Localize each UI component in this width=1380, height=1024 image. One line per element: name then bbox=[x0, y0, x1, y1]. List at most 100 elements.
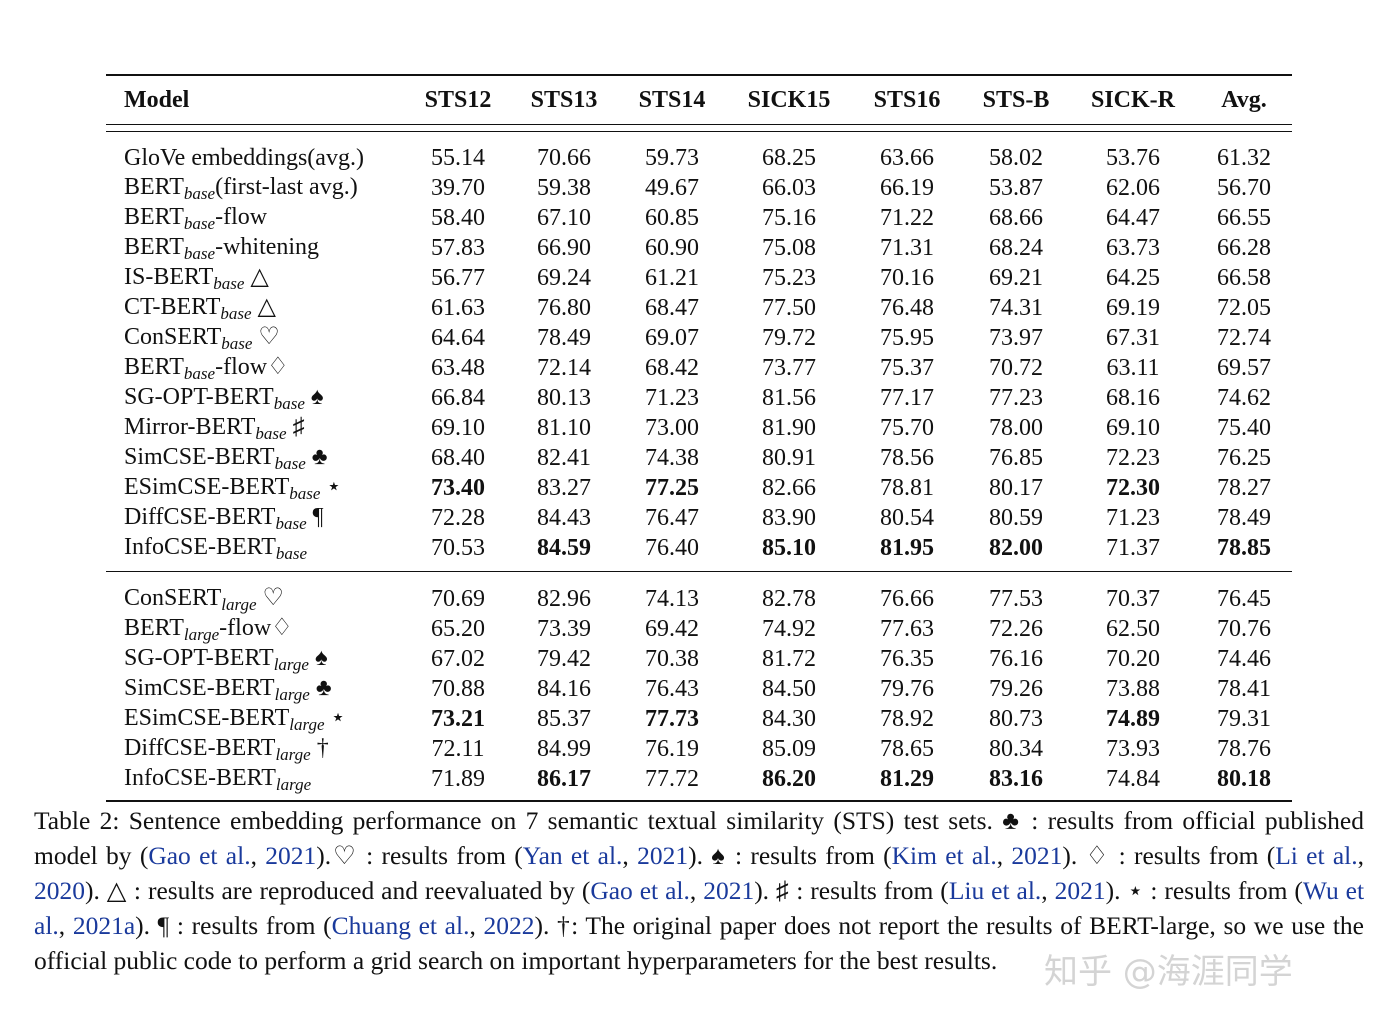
citation-link[interactable]: Wu et al. bbox=[34, 876, 1365, 940]
score: 62.06 bbox=[1106, 174, 1160, 201]
citation-link[interactable]: Gao et al. bbox=[590, 876, 690, 905]
model-name-cell: ConSERTbase ♡ bbox=[106, 323, 406, 353]
score-cell: 70.66 bbox=[510, 144, 618, 173]
header-double-rule bbox=[106, 124, 1292, 132]
citation-link[interactable]: 2021 bbox=[1011, 841, 1063, 870]
score-cell: 61.63 bbox=[406, 293, 510, 323]
score: 74.62 bbox=[1217, 384, 1271, 411]
score: 74.92 bbox=[762, 615, 816, 642]
score: 64.64 bbox=[431, 324, 485, 351]
model-size-subscript: large bbox=[221, 595, 257, 615]
score-cell: 80.54 bbox=[852, 503, 962, 533]
citation-link[interactable]: 2021a bbox=[72, 911, 136, 940]
score: 63.66 bbox=[880, 145, 934, 172]
score-cell: 56.77 bbox=[406, 263, 510, 293]
score-cell: 77.23 bbox=[962, 383, 1070, 413]
citation-link[interactable]: Chuang et al. bbox=[331, 911, 470, 940]
caption-text: ). †: The original paper does not report… bbox=[34, 911, 1364, 975]
citation-link[interactable]: 2021 bbox=[1054, 876, 1106, 905]
score-cell: 66.28 bbox=[1196, 233, 1292, 263]
model-name-cell: BERTbase-whitening bbox=[106, 233, 406, 263]
score: 63.48 bbox=[431, 354, 485, 381]
model-name: BERT bbox=[124, 204, 184, 231]
citation-link[interactable]: 2020 bbox=[34, 876, 85, 905]
score-cell: 84.50 bbox=[726, 674, 852, 704]
best-score: 81.29 bbox=[880, 765, 934, 792]
model-size-subscript: large bbox=[183, 625, 220, 645]
score-cell: 61.32 bbox=[1196, 144, 1292, 173]
score: 66.03 bbox=[762, 174, 816, 201]
citation-link[interactable]: 2021 bbox=[703, 876, 755, 905]
score-cell: 63.48 bbox=[406, 353, 510, 383]
score: 67.31 bbox=[1106, 324, 1160, 351]
model-size-subscript: large bbox=[273, 655, 309, 675]
model-name: SimCSE-BERT bbox=[124, 675, 275, 702]
score-cell: 70.88 bbox=[406, 674, 510, 704]
citation-link[interactable]: Gao et al. bbox=[148, 841, 251, 870]
table-row: InfoCSE-BERTbase 70.53 84.59 76.40 85.10 81.9… bbox=[106, 533, 1292, 563]
best-score: 74.89 bbox=[1106, 705, 1160, 732]
score: 76.19 bbox=[645, 735, 699, 762]
citation-link[interactable]: 2022 bbox=[483, 911, 535, 940]
score-cell: 68.24 bbox=[962, 233, 1070, 263]
best-score: 84.59 bbox=[537, 534, 591, 561]
table-body: GloVe embeddings(avg.) 55.14 70.66 59.73 68.… bbox=[106, 124, 1292, 803]
score: 61.63 bbox=[431, 294, 485, 321]
score: 56.77 bbox=[431, 264, 485, 291]
caption-text: , bbox=[996, 841, 1012, 870]
score-cell: 80.91 bbox=[726, 443, 852, 473]
score-cell: 64.25 bbox=[1070, 263, 1196, 293]
citation-link[interactable]: Li et al. bbox=[1275, 841, 1358, 870]
model-name-cell: BERTbase-flow♢ bbox=[106, 353, 406, 383]
score-cell: 67.10 bbox=[510, 203, 618, 233]
score: 76.40 bbox=[645, 534, 699, 561]
score-cell: 68.40 bbox=[406, 443, 510, 473]
score-cell: 71.23 bbox=[1070, 503, 1196, 533]
score: 75.70 bbox=[880, 414, 934, 441]
score: 72.14 bbox=[537, 354, 591, 381]
score: 61.21 bbox=[645, 264, 699, 291]
score: 79.72 bbox=[762, 324, 816, 351]
score: 77.53 bbox=[989, 585, 1043, 612]
citation-link[interactable]: 2021 bbox=[265, 841, 317, 870]
score: 67.02 bbox=[431, 645, 485, 672]
citation-link[interactable]: Kim et al. bbox=[891, 841, 997, 870]
score-cell: 66.19 bbox=[852, 173, 962, 203]
score-cell: 76.40 bbox=[618, 533, 726, 563]
model-name: SG-OPT-BERT bbox=[124, 384, 274, 411]
score: 53.87 bbox=[989, 174, 1043, 201]
score-cell: 84.16 bbox=[510, 674, 618, 704]
score: 81.72 bbox=[762, 645, 816, 672]
table-row: SG-OPT-BERTbase ♠ 66.84 80.13 71.23 81.56 77.1… bbox=[106, 383, 1292, 413]
table-row: ESimCSE-BERTbase ⋆ 73.40 83.27 77.25 82.66 78.… bbox=[106, 473, 1292, 503]
score-cell: 70.37 bbox=[1070, 584, 1196, 614]
score-cell: 72.14 bbox=[510, 353, 618, 383]
score-cell: 72.26 bbox=[962, 614, 1070, 644]
citation-link[interactable]: 2021 bbox=[637, 841, 689, 870]
score: 79.76 bbox=[880, 675, 934, 702]
score: 74.38 bbox=[645, 444, 699, 471]
score-cell: 70.53 bbox=[406, 533, 510, 563]
model-size-subscript: base bbox=[183, 184, 216, 204]
score-cell: 68.47 bbox=[618, 293, 726, 323]
top-spacer bbox=[106, 132, 1292, 145]
score-cell: 55.14 bbox=[406, 144, 510, 173]
model-name: BERT bbox=[124, 234, 184, 261]
score: 85.37 bbox=[537, 705, 591, 732]
score: 78.49 bbox=[537, 324, 591, 351]
model-name-cell: DiffCSE-BERTbase ¶ bbox=[106, 503, 406, 533]
best-score: 82.00 bbox=[989, 534, 1043, 561]
score: 59.38 bbox=[537, 174, 591, 201]
score-cell: 81.95 bbox=[852, 533, 962, 563]
score-cell: 79.42 bbox=[510, 644, 618, 674]
score: 69.57 bbox=[1217, 354, 1271, 381]
score: 72.74 bbox=[1217, 324, 1271, 351]
citation-link[interactable]: Yan et al. bbox=[522, 841, 623, 870]
citation-link[interactable]: Liu et al. bbox=[948, 876, 1042, 905]
score-cell: 78.65 bbox=[852, 734, 962, 764]
score-cell: 70.72 bbox=[962, 353, 1070, 383]
model-name-cell: BERTlarge-flow♢ bbox=[106, 614, 406, 644]
score: 64.25 bbox=[1106, 264, 1160, 291]
score-cell: 79.72 bbox=[726, 323, 852, 353]
score: 75.16 bbox=[762, 204, 816, 231]
